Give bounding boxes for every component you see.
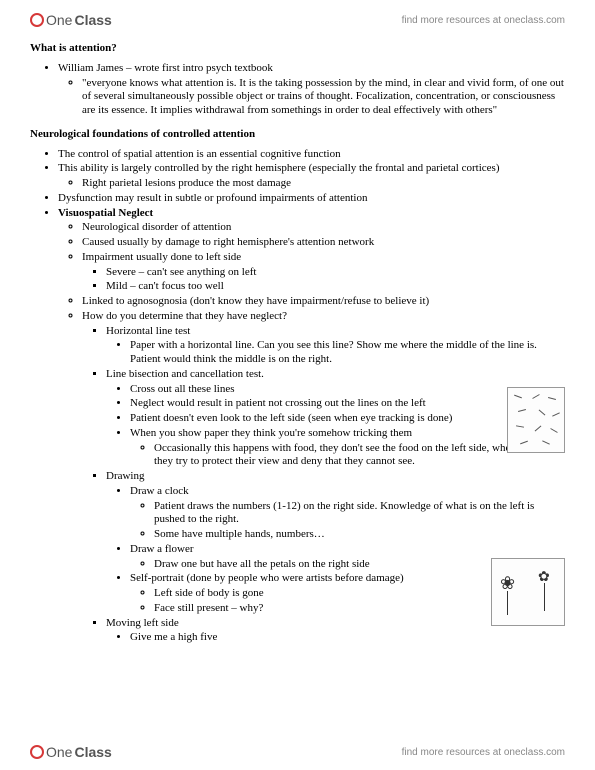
list-item: Horizontal line test Paper with a horizo… <box>106 325 565 367</box>
list-item: Patient draws the numbers (1-12) on the … <box>154 500 565 528</box>
list-item: "everyone knows what attention is. It is… <box>82 77 565 118</box>
list-item: Linked to agnosognosia (don't know they … <box>82 295 565 309</box>
list-item: Caused usually by damage to right hemisp… <box>82 236 565 250</box>
document-body: What is attention? William James – wrote… <box>30 42 565 645</box>
list-item: When you show paper they think you're so… <box>130 427 560 469</box>
list-item: Line bisection and cancellation test. Cr… <box>106 368 565 469</box>
list-item: Right parietal lesions produce the most … <box>82 177 565 191</box>
list-item: Severe – can't see anything on left <box>106 266 565 280</box>
visuospatial-heading: Visuospatial Neglect <box>58 207 153 219</box>
brand-logo: OneClass <box>30 12 112 28</box>
draw-flower: Draw a flower <box>130 543 194 555</box>
list-item: This ability is largely controlled by th… <box>58 162 565 191</box>
list-item: Patient doesn't even look to the left si… <box>130 412 560 426</box>
brand-part2: Class <box>74 12 111 28</box>
list-item: Give me a high five <box>130 631 565 645</box>
william-james-line: William James – wrote first intro psych … <box>58 62 273 74</box>
page-header: OneClass find more resources at oneclass… <box>30 12 565 28</box>
list-item: Occasionally this happens with food, the… <box>154 442 560 470</box>
logo-ring-icon <box>30 745 44 759</box>
draw-clock: Draw a clock <box>130 485 189 497</box>
drawing-heading: Drawing <box>106 470 145 482</box>
brand-part1-footer: One <box>46 744 72 760</box>
list-item: Some have multiple hands, numbers… <box>154 528 565 542</box>
determine-neglect: How do you determine that they have negl… <box>82 310 287 322</box>
horizontal-line-test: Horizontal line test <box>106 325 190 337</box>
section-title-neuro: Neurological foundations of controlled a… <box>30 128 565 142</box>
logo-ring-icon <box>30 13 44 27</box>
tricking-them: When you show paper they think you're so… <box>130 427 412 439</box>
brand-part1: One <box>46 12 72 28</box>
neuro-hemisphere: This ability is largely controlled by th… <box>58 162 499 174</box>
list-item: William James – wrote first intro psych … <box>58 62 565 118</box>
moving-left: Moving left side <box>106 617 179 629</box>
cancellation-test-figure <box>507 387 565 453</box>
flower-drawing-figure: ❀ ✿ <box>491 558 565 626</box>
list-item: The control of spatial attention is an e… <box>58 148 565 162</box>
list-item: Visuospatial Neglect Neurological disord… <box>58 207 565 646</box>
list-item: Neglect would result in patient not cros… <box>130 397 560 411</box>
self-portrait: Self-portrait (done by people who were a… <box>130 572 404 584</box>
list-item: Impairment usually done to left side Sev… <box>82 251 565 294</box>
list-item: Neurological disorder of attention <box>82 221 565 235</box>
section-title-attention: What is attention? <box>30 42 565 56</box>
list-item: Dysfunction may result in subtle or prof… <box>58 192 565 206</box>
list-item: Cross out all these lines <box>130 383 565 397</box>
list-item: Draw a clock Patient draws the numbers (… <box>130 485 565 542</box>
footer-link[interactable]: find more resources at oneclass.com <box>402 747 565 758</box>
impairment-left: Impairment usually done to left side <box>82 251 241 263</box>
brand-part2-footer: Class <box>74 744 111 760</box>
line-bisection-test: Line bisection and cancellation test. <box>106 368 264 380</box>
list-item: Mild – can't focus too well <box>106 280 565 294</box>
header-link[interactable]: find more resources at oneclass.com <box>402 15 565 26</box>
brand-logo-footer: OneClass <box>30 744 112 760</box>
list-item: Paper with a horizontal line. Can you se… <box>130 339 565 367</box>
page-footer: OneClass find more resources at oneclass… <box>30 744 565 760</box>
